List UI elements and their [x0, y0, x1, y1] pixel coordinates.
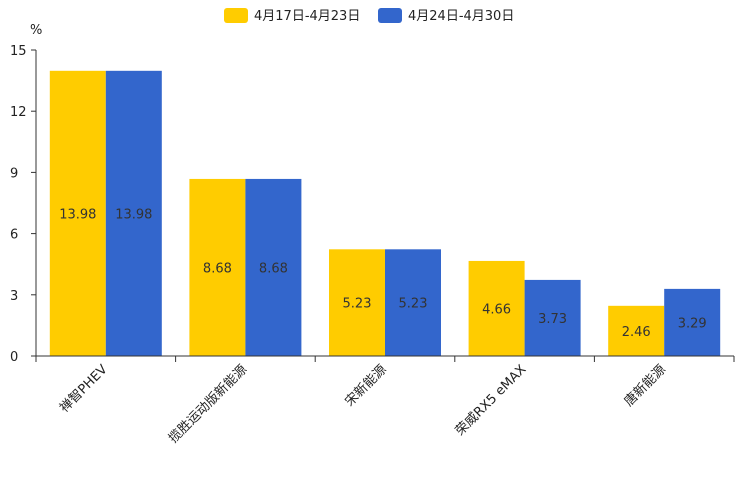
y-tick-label: 12: [10, 105, 27, 120]
bar-1-4[interactable]: [468, 260, 525, 356]
x-category-label: 唐新能源: [621, 362, 669, 410]
x-category-label: 宋新能源: [342, 362, 390, 410]
data-label: 3.73: [538, 312, 567, 327]
bar-1-3[interactable]: [329, 249, 385, 356]
x-axis: [35, 50, 735, 362]
bar-2-5[interactable]: [664, 288, 721, 356]
data-label: 5.23: [399, 297, 428, 312]
legend-label-series-1[interactable]: 4月17日-4月23日: [254, 9, 360, 24]
data-label: 13.98: [59, 207, 96, 222]
data-label: 13.98: [115, 207, 152, 222]
legend-swatch-series-2[interactable]: [378, 8, 402, 23]
data-label: 2.46: [622, 325, 651, 340]
y-axis-ticks: 0 3 6 9 12 15: [10, 44, 36, 365]
y-tick-label: 9: [10, 166, 18, 181]
data-label: 8.68: [203, 261, 232, 276]
bar-2-1[interactable]: [105, 70, 162, 357]
bars: [49, 70, 721, 357]
bar-1-2[interactable]: [189, 178, 246, 356]
legend-swatch-series-1[interactable]: [224, 8, 248, 23]
bar-2-2[interactable]: [245, 178, 302, 356]
data-label: 5.23: [343, 297, 372, 312]
data-label: 3.29: [678, 316, 707, 331]
legend-label-series-2[interactable]: 4月24日-4月30日: [408, 9, 514, 24]
data-label: 4.66: [482, 302, 511, 317]
y-tick-label: 6: [10, 228, 18, 243]
category-labels: 禅智PHEV 揽胜运动版新能源 宋新能源 荣威RX5 eMAX 唐新能源: [57, 362, 669, 447]
bar-1-1[interactable]: [49, 70, 106, 357]
y-tick-label: 15: [10, 44, 27, 59]
x-category-label: 荣威RX5 eMAX: [453, 362, 530, 439]
y-axis-unit-label: %: [30, 23, 42, 38]
bar-2-3[interactable]: [385, 249, 441, 356]
legend: 4月17日-4月23日 4月24日-4月30日: [224, 8, 514, 24]
x-category-label: 揽胜运动版新能源: [165, 362, 250, 447]
data-labels: 13.98 13.98 8.68 8.68 5.23 5.23 4.66 3.73 2.46 3.…: [59, 207, 706, 340]
x-category-label: 禅智PHEV: [57, 362, 111, 416]
data-label: 8.68: [259, 261, 288, 276]
y-tick-label: 3: [10, 289, 18, 304]
bar-2-4[interactable]: [524, 279, 581, 356]
bar-1-5[interactable]: [608, 305, 665, 356]
y-tick-label: 0: [10, 350, 18, 365]
